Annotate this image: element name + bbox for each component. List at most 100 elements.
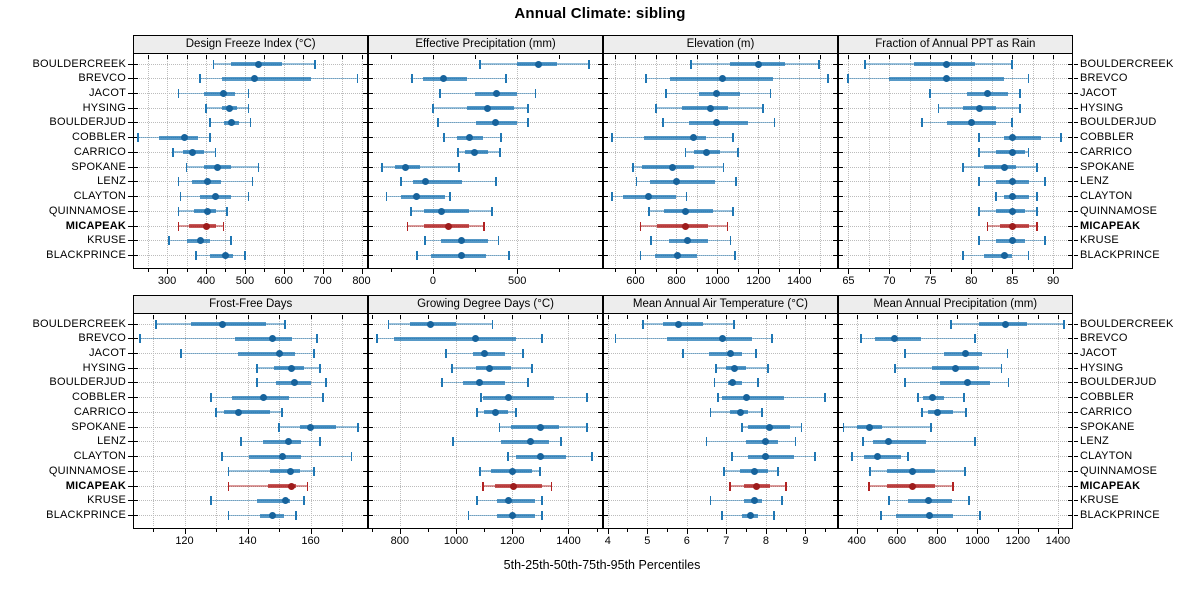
row-tick-outer-right [1073, 397, 1078, 399]
panel-strip-effective-precipitation-mm: Effective Precipitation (mm) [415, 38, 556, 50]
axis-tick-bottom [484, 528, 486, 532]
row-tick-right [363, 441, 368, 443]
site-label-left-brevco: BREVCO [78, 72, 126, 85]
site-label-left-spokane: SPOKANE [71, 420, 126, 433]
whisker-cap-high [539, 466, 542, 476]
median-dot [1008, 193, 1016, 201]
whisker-cap-high [770, 334, 773, 344]
row-tick-right [598, 137, 603, 139]
site-label-left-clayton: CLAYTON [73, 190, 126, 203]
whisker-cap-low [450, 363, 453, 373]
whisker-cap-high [247, 103, 250, 113]
axis-tick-top [184, 314, 186, 319]
median-dot [221, 252, 229, 259]
axis-tick-bottom [991, 268, 993, 272]
row-tick-left [838, 515, 843, 516]
site-label-right-cobbler: COBBLER [1080, 391, 1134, 404]
whisker-cap-low [917, 393, 919, 403]
row-tick-right [598, 426, 603, 428]
row-tick-right [1068, 181, 1072, 183]
gridline-vertical [686, 316, 688, 526]
whisker-cap-high [214, 147, 217, 157]
axis-tick-bottom [930, 268, 932, 274]
row-tick-left [368, 441, 373, 443]
site-label-right-blackprince: BLACKPRINCE [1080, 509, 1160, 521]
axis-tick-label: 400 [847, 535, 866, 547]
median-dot [504, 394, 512, 402]
whisker-cap-low [476, 407, 478, 417]
axis-tick-label: 6 [683, 535, 690, 547]
panel-divider [367, 296, 369, 528]
row-tick-right [833, 225, 838, 227]
whisker-cap-low [649, 236, 652, 246]
figure-title: Annual Climate: sibling [514, 5, 686, 22]
gridline-horizontal [841, 166, 1069, 168]
row-tick-right [1068, 63, 1072, 65]
axis-tick-bottom [596, 528, 598, 532]
whisker-cap-low [709, 496, 712, 506]
axis-tick-bottom [517, 268, 519, 274]
site-label-left-bouldercreek: BOULDERCREEK [32, 317, 126, 330]
row-tick-right [833, 411, 838, 413]
whisker-cap-low [185, 162, 188, 172]
gridline-horizontal [841, 181, 1069, 183]
gridline-vertical [283, 56, 285, 266]
site-label-right-jacot: JACOT [1080, 87, 1118, 99]
whisker-cap-low [978, 206, 981, 216]
iqr-bar [746, 439, 778, 444]
iqr-bar [863, 454, 901, 459]
iqr-bar [188, 224, 216, 228]
whisker-cap-low [986, 221, 989, 231]
row-tick-outer-left [128, 397, 133, 399]
axis-tick-bottom [427, 528, 429, 532]
axis-tick-top [706, 314, 708, 319]
axis-tick-bottom [647, 528, 649, 534]
row-tick-left [134, 137, 138, 139]
row-tick-left [838, 382, 843, 384]
panel-plot-frost-free-days: 120 140 160 [134, 314, 368, 547]
median-dot [668, 163, 676, 171]
axis-tick-label: 500 [507, 275, 527, 287]
median-dot [746, 512, 754, 519]
iqr-bar [223, 410, 270, 415]
row-tick-left [838, 240, 843, 242]
axis-tick-top [475, 54, 477, 59]
axis-tick-top [1032, 54, 1034, 59]
median-dot [984, 90, 992, 97]
median-dot [536, 423, 544, 431]
whisker-cap-high [534, 89, 537, 98]
whisker-cap-high [457, 162, 460, 172]
row-tick-right [833, 397, 838, 399]
row-tick-right [598, 181, 603, 183]
site-label-right-lenz: LENZ [1080, 175, 1109, 188]
row-tick-left [838, 93, 843, 94]
axis-tick-top [167, 54, 169, 59]
gridline-horizontal [137, 240, 365, 242]
site-label-right-jacot: JACOT [1080, 347, 1118, 359]
axis-tick-bottom [371, 528, 373, 532]
iqr-bar [983, 165, 1017, 170]
row-tick-right [363, 500, 368, 502]
axis-tick-top [1012, 54, 1014, 59]
row-tick-left [134, 382, 138, 384]
axis-tick-bottom [805, 528, 807, 534]
median-dot [672, 178, 680, 186]
gridline-vertical [717, 56, 719, 266]
row-tick-left [603, 500, 608, 502]
gridline-vertical [1017, 316, 1019, 526]
row-tick-outer-right [1073, 353, 1078, 354]
axis-tick-top [991, 54, 993, 59]
row-tick-right [363, 515, 368, 516]
row-tick-right [1068, 411, 1072, 413]
row-tick-left [603, 166, 608, 168]
site-label-left-quinnamose: QUINNAMOSE [48, 204, 126, 217]
whisker-cap-high [930, 422, 932, 432]
whisker-cap-high [1011, 118, 1014, 128]
whisker-cap-low [639, 251, 642, 260]
whisker-cap-low [177, 206, 180, 216]
row-tick-left [838, 151, 843, 153]
whisker-cap-high [1019, 103, 1022, 113]
axis-tick-top [225, 54, 227, 59]
row-tick-left [838, 470, 843, 472]
gridline-vertical [206, 56, 207, 266]
